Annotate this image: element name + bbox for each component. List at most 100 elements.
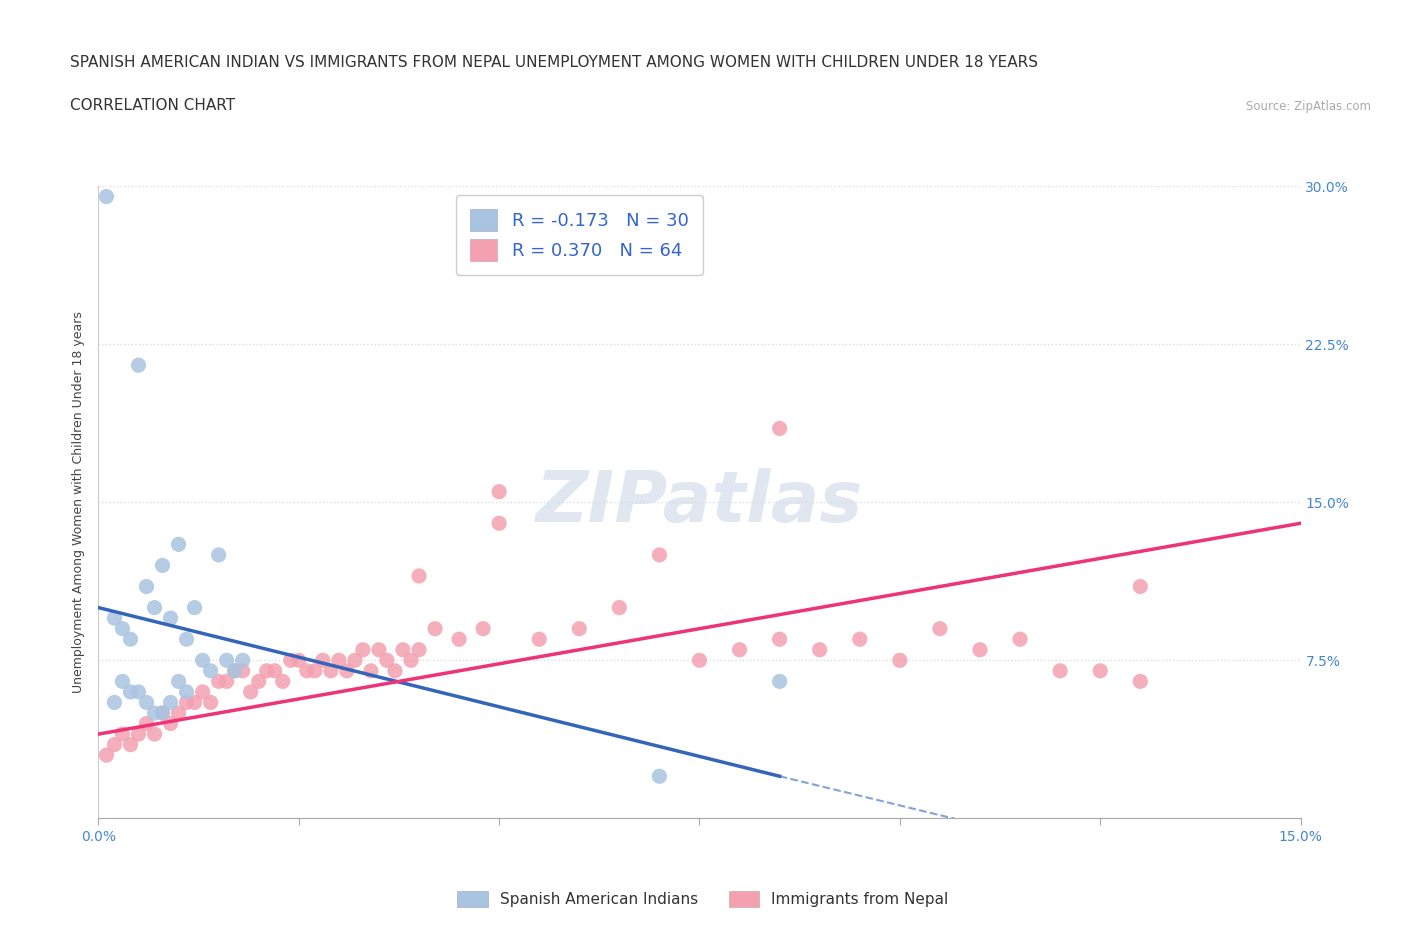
Point: [1010, 631, 1032, 646]
Text: CORRELATION CHART: CORRELATION CHART: [70, 99, 235, 113]
Point: [312, 653, 335, 668]
Point: [152, 706, 174, 721]
Point: [288, 653, 311, 668]
Point: [488, 485, 510, 499]
Point: [529, 631, 551, 646]
Point: [215, 653, 238, 668]
Point: [360, 663, 382, 678]
Text: Source: ZipAtlas.com: Source: ZipAtlas.com: [1246, 100, 1371, 113]
Point: [609, 600, 631, 615]
Point: [648, 769, 671, 784]
Point: [167, 674, 190, 689]
Point: [319, 663, 342, 678]
Point: [271, 674, 294, 689]
Point: [969, 643, 991, 658]
Point: [208, 674, 231, 689]
Point: [152, 558, 174, 573]
Point: [128, 358, 150, 373]
Point: [128, 726, 150, 741]
Point: [728, 643, 751, 658]
Point: [135, 579, 157, 594]
Point: [929, 621, 952, 636]
Point: [239, 684, 262, 699]
Point: [1049, 663, 1071, 678]
Point: [135, 716, 157, 731]
Point: [256, 663, 278, 678]
Point: [200, 663, 222, 678]
Point: [135, 695, 157, 710]
Point: [488, 516, 510, 531]
Point: [143, 726, 166, 741]
Point: [1088, 663, 1111, 678]
Legend: Spanish American Indians, Immigrants from Nepal: Spanish American Indians, Immigrants fro…: [451, 884, 955, 913]
Point: [143, 600, 166, 615]
Point: [143, 706, 166, 721]
Point: [224, 663, 246, 678]
Point: [263, 663, 285, 678]
Point: [295, 663, 318, 678]
Point: [423, 621, 446, 636]
Point: [769, 421, 792, 436]
Point: [96, 748, 118, 763]
Point: [96, 189, 118, 204]
Point: [176, 684, 198, 699]
Point: [191, 653, 214, 668]
Point: [159, 611, 181, 626]
Point: [167, 706, 190, 721]
Point: [368, 643, 391, 658]
Point: [648, 548, 671, 563]
Point: [159, 695, 181, 710]
Point: [103, 611, 125, 626]
Point: [152, 706, 174, 721]
Point: [120, 631, 142, 646]
Point: [408, 568, 430, 583]
Point: [103, 737, 125, 752]
Point: [167, 537, 190, 551]
Point: [111, 726, 134, 741]
Point: [343, 653, 366, 668]
Point: [128, 684, 150, 699]
Text: ZIPatlas: ZIPatlas: [536, 468, 863, 537]
Point: [280, 653, 302, 668]
Point: [183, 695, 205, 710]
Point: [159, 716, 181, 731]
Point: [568, 621, 591, 636]
Point: [120, 737, 142, 752]
Point: [111, 621, 134, 636]
Point: [215, 674, 238, 689]
Point: [191, 684, 214, 699]
Point: [352, 643, 374, 658]
Point: [769, 631, 792, 646]
Point: [208, 548, 231, 563]
Point: [176, 631, 198, 646]
Legend: R = -0.173   N = 30, R = 0.370   N = 64: R = -0.173 N = 30, R = 0.370 N = 64: [456, 195, 703, 275]
Point: [103, 695, 125, 710]
Point: [384, 663, 406, 678]
Point: [375, 653, 398, 668]
Point: [176, 695, 198, 710]
Point: [408, 643, 430, 658]
Point: [889, 653, 911, 668]
Point: [392, 643, 415, 658]
Point: [328, 653, 350, 668]
Y-axis label: Unemployment Among Women with Children Under 18 years: Unemployment Among Women with Children U…: [72, 312, 86, 693]
Point: [232, 653, 254, 668]
Point: [447, 631, 470, 646]
Point: [472, 621, 495, 636]
Point: [200, 695, 222, 710]
Point: [120, 684, 142, 699]
Point: [247, 674, 270, 689]
Point: [1129, 674, 1152, 689]
Point: [224, 663, 246, 678]
Point: [304, 663, 326, 678]
Point: [183, 600, 205, 615]
Point: [769, 674, 792, 689]
Point: [232, 663, 254, 678]
Point: [689, 653, 711, 668]
Point: [1129, 579, 1152, 594]
Point: [111, 674, 134, 689]
Point: [399, 653, 422, 668]
Point: [336, 663, 359, 678]
Text: SPANISH AMERICAN INDIAN VS IMMIGRANTS FROM NEPAL UNEMPLOYMENT AMONG WOMEN WITH C: SPANISH AMERICAN INDIAN VS IMMIGRANTS FR…: [70, 55, 1038, 70]
Point: [808, 643, 831, 658]
